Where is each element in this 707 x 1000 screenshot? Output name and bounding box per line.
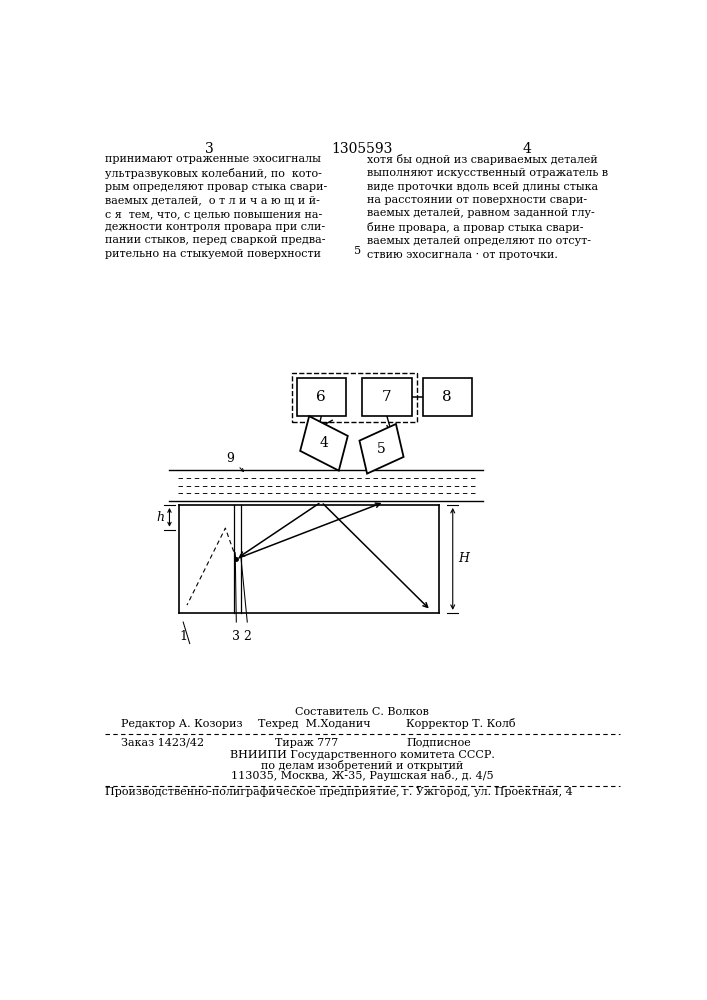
Text: 6: 6 (316, 390, 326, 404)
Polygon shape (359, 424, 404, 474)
Text: 8: 8 (443, 390, 452, 404)
Text: 3: 3 (204, 142, 214, 156)
Bar (297, 378, 346, 416)
Text: 2: 2 (243, 630, 251, 643)
Text: Редактор А. Козориз: Редактор А. Козориз (122, 719, 243, 729)
Text: Корректор Т. Колб: Корректор Т. Колб (407, 718, 516, 729)
Text: 4: 4 (522, 142, 531, 156)
Text: 1: 1 (179, 630, 187, 643)
Text: по делам изобретений и открытий: по делам изобретений и открытий (261, 760, 464, 771)
Text: H: H (458, 552, 469, 565)
Text: ВНИИПИ Государственного комитета СССР.: ВНИИПИ Государственного комитета СССР. (230, 750, 495, 760)
Text: хотя бы одной из свариваемых деталей
выполняют искусственный отражатель в
виде п: хотя бы одной из свариваемых деталей вып… (367, 154, 608, 260)
Bar (363, 378, 411, 416)
Text: 9: 9 (226, 452, 234, 465)
Text: Производственно-полиграфическое предприятие, г. Ужгород, ул. Проектная, 4: Производственно-полиграфическое предприя… (105, 786, 573, 797)
Bar (423, 378, 472, 416)
Bar (292, 373, 417, 422)
Text: 113035, Москва, Ж-35, Раушская наб., д. 4/5: 113035, Москва, Ж-35, Раушская наб., д. … (231, 770, 493, 781)
Text: 1305593: 1305593 (332, 142, 393, 156)
Polygon shape (300, 416, 348, 471)
Text: h: h (157, 511, 165, 524)
Text: 7: 7 (382, 390, 392, 404)
Text: Составитель С. Волков: Составитель С. Волков (296, 707, 429, 717)
Text: 3: 3 (233, 630, 240, 643)
Text: Тираж 777: Тираж 777 (275, 738, 338, 748)
Text: принимают отраженные эхосигналы
ультразвуковых колебаний, по  кото-
рым определя: принимают отраженные эхосигналы ультразв… (105, 154, 327, 259)
Text: 4: 4 (320, 436, 329, 450)
Text: Подписное: Подписное (407, 738, 471, 748)
Text: Заказ 1423/42: Заказ 1423/42 (122, 738, 204, 748)
Text: Техред  М.Ходанич: Техред М.Ходанич (258, 719, 371, 729)
Text: 5: 5 (377, 442, 386, 456)
Text: 5: 5 (354, 246, 361, 256)
